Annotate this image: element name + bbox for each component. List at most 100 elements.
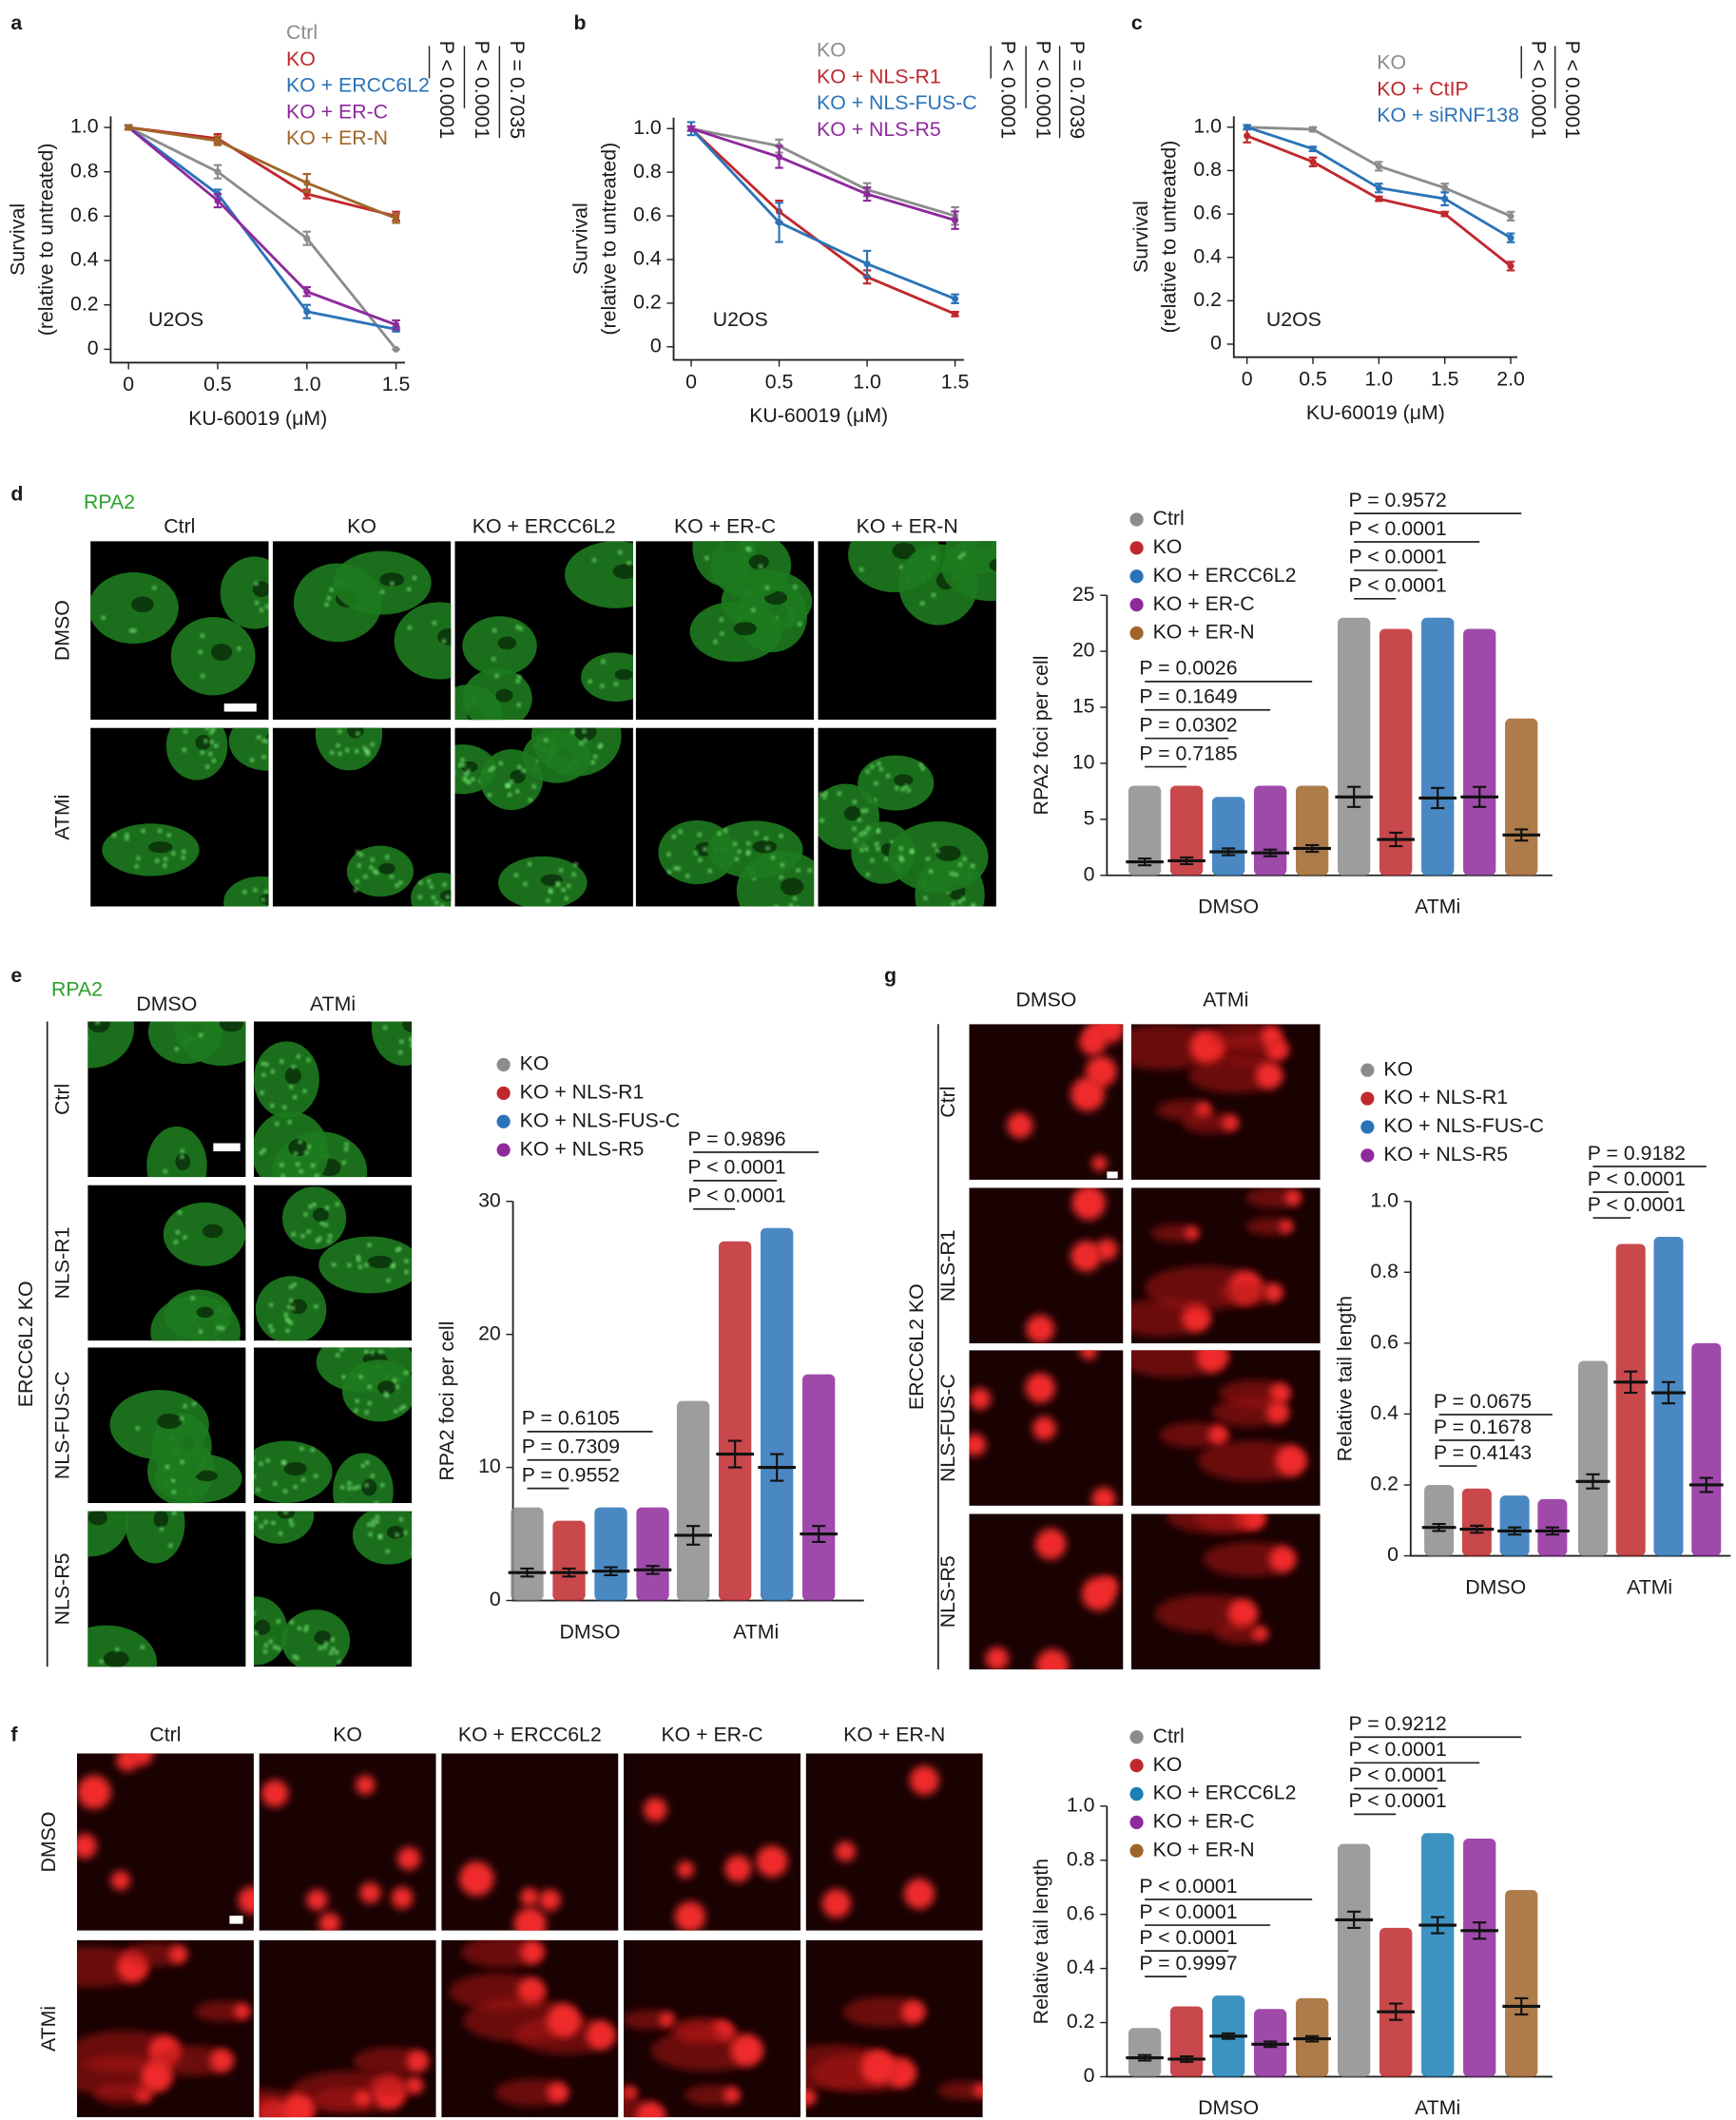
micrograph (272, 727, 452, 907)
focus (211, 727, 216, 732)
point (303, 288, 311, 296)
comet-head (805, 2089, 817, 2106)
nucleus (710, 541, 792, 599)
focus (180, 1460, 184, 1464)
micrograph (1130, 1513, 1321, 1670)
focus (583, 738, 588, 742)
focus (698, 858, 703, 862)
focus (354, 1408, 358, 1413)
comet-head (238, 1886, 254, 1915)
legend-label: KO + ERCC6L2 (286, 74, 430, 97)
nucleolus (254, 1619, 271, 1635)
focus (516, 703, 521, 707)
focus (257, 735, 260, 740)
focus (904, 784, 908, 788)
focus (593, 754, 598, 759)
series-line (690, 127, 956, 316)
focus (289, 1299, 294, 1303)
focus (932, 593, 936, 597)
focus (341, 1161, 346, 1165)
focus (332, 1262, 337, 1267)
point (1441, 195, 1449, 202)
nucleolus (131, 596, 154, 613)
focus (201, 674, 205, 678)
focus (779, 875, 783, 879)
comet-head (1026, 1315, 1055, 1343)
comet-head (1196, 1350, 1228, 1373)
y-axis-label: Survival (1129, 201, 1152, 273)
nucleolus (510, 769, 526, 783)
legend-label: KO + ER-C (286, 100, 388, 123)
focus (961, 552, 966, 556)
comet-head (1091, 1487, 1116, 1506)
focus (160, 1527, 164, 1531)
series-line (127, 125, 397, 221)
comet-head (520, 1939, 545, 1964)
focus (920, 601, 924, 606)
dot-spread (1295, 785, 1329, 876)
nucleolus (936, 845, 961, 861)
row-label: ATMi (50, 794, 73, 839)
focus (906, 788, 911, 793)
dot-spread (1128, 2028, 1162, 2077)
y-tick-label: 5 (1084, 806, 1095, 829)
focus (115, 1648, 120, 1652)
p-value: P = 0.9572 (1348, 489, 1446, 511)
point (1375, 184, 1382, 192)
row-label: DMSO (50, 600, 73, 661)
focus (280, 1174, 285, 1178)
nucleus (581, 652, 633, 703)
focus (411, 1040, 413, 1044)
point (1375, 195, 1382, 202)
comet-head (318, 1912, 340, 1931)
focus (80, 1687, 84, 1691)
dot-spread (1337, 617, 1371, 876)
focus (970, 918, 974, 922)
focus (822, 795, 827, 800)
focus (876, 847, 880, 851)
focus (375, 1519, 379, 1524)
focus (265, 605, 269, 608)
focus (796, 868, 800, 873)
focus (282, 912, 286, 915)
micrograph (253, 1347, 413, 1504)
comet-head (1269, 1382, 1291, 1404)
focus (294, 1151, 298, 1156)
comet-head (674, 1901, 706, 1931)
x-tick-label: 1.0 (293, 373, 321, 395)
point (1309, 145, 1317, 153)
focus (209, 740, 214, 744)
micrograph (441, 1753, 619, 1931)
legend-label: KO (1377, 50, 1406, 73)
focus (347, 1486, 352, 1491)
focus (548, 888, 552, 893)
comet-head (1032, 1417, 1056, 1440)
x-axis-label: KU-60019 (μM) (188, 407, 327, 430)
focus (304, 1150, 308, 1155)
focus (329, 588, 334, 592)
focus (318, 1646, 322, 1650)
focus (592, 558, 596, 563)
focus (336, 1202, 339, 1206)
dot-spread (760, 1227, 794, 1601)
legend-label: KO + NLS-R1 (520, 1080, 645, 1103)
focus (685, 874, 690, 878)
p-value: P = 0.0026 (1139, 657, 1237, 680)
column-label: Ctrl (149, 1723, 181, 1745)
focus (793, 896, 798, 900)
y-axis-label: (relative to untreated) (597, 143, 620, 336)
focus (287, 1120, 292, 1125)
focus (666, 852, 671, 857)
focus (285, 912, 289, 915)
comet-head (547, 2003, 581, 2037)
focus (385, 1549, 390, 1553)
focus (807, 868, 812, 873)
legend-label: KO (520, 1052, 550, 1075)
focus (407, 587, 411, 591)
focus (464, 772, 469, 777)
point (1507, 212, 1514, 220)
comet-head (1086, 1024, 1104, 1041)
comet-head (1091, 1155, 1108, 1171)
nucleolus (147, 841, 173, 854)
legend-marker (1129, 512, 1144, 527)
